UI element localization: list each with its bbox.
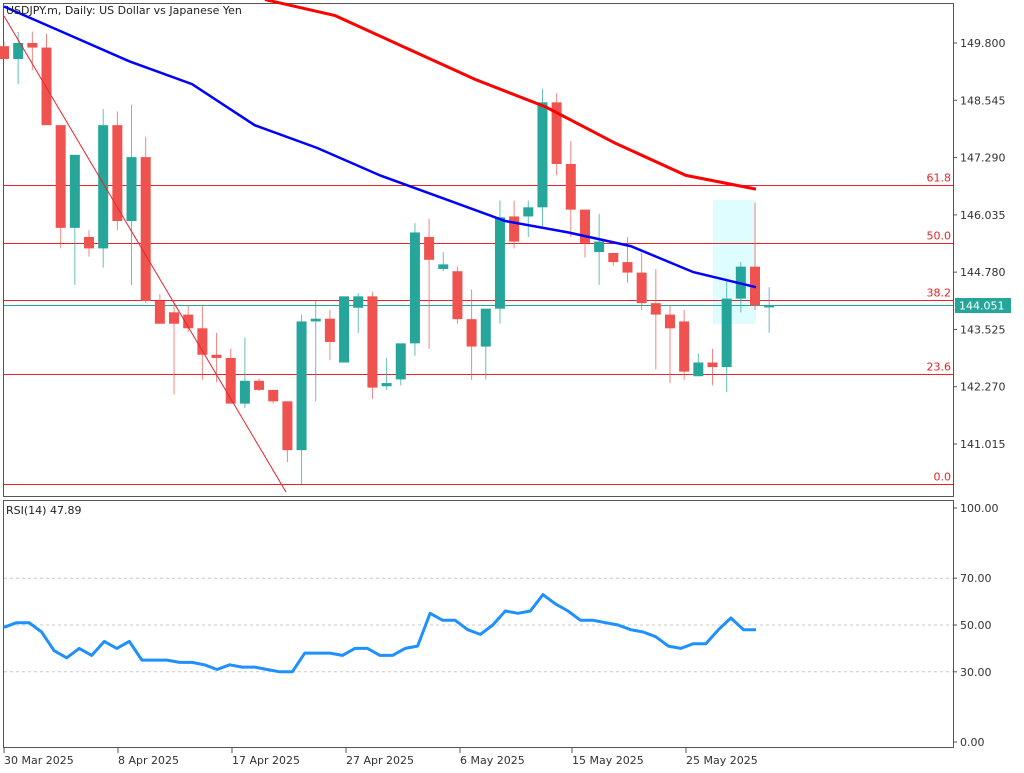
price-tick-label: 146.035 [960, 209, 1006, 222]
svg-text:144.051: 144.051 [959, 300, 1005, 313]
fibonacci-trendline [3, 15, 287, 493]
fib-level-label: 50.0 [927, 230, 952, 243]
price-tick-label: 142.270 [960, 381, 1006, 394]
rsi-axis: 100.00 70.00 50.00 30.00 0.00 [953, 502, 999, 749]
time-tick-label: 17 Apr 2025 [232, 754, 300, 767]
fib-level-label: 23.6 [927, 361, 952, 374]
price-tick-label: 143.525 [960, 323, 1006, 336]
price-tick-label: 148.545 [960, 94, 1006, 107]
rsi-tick-label: 70.00 [960, 572, 992, 585]
time-tick-label: 25 May 2025 [686, 754, 758, 767]
rsi-tick-label: 0.00 [960, 736, 985, 749]
fibonacci-levels: 61.8 50.0 38.2 23.6 0.0 [4, 172, 953, 485]
rsi-line [3, 593, 756, 674]
time-tick-label: 6 May 2025 [460, 754, 525, 767]
time-tick-label: 8 Apr 2025 [118, 754, 179, 767]
rsi-tick-label: 100.00 [960, 502, 999, 515]
rsi-tick-label: 30.00 [960, 666, 992, 679]
fib-level-label: 38.2 [927, 287, 952, 300]
price-axis: 149.800 148.545 147.290 146.035 144.780 143.5… [953, 37, 1006, 451]
time-tick-label: 27 Apr 2025 [346, 754, 414, 767]
candlestick-series [0, 31, 775, 484]
rsi-tick-label: 50.00 [960, 619, 992, 632]
price-tick-label: 141.015 [960, 438, 1006, 451]
time-tick-label: 15 May 2025 [572, 754, 644, 767]
fib-level-label: 61.8 [927, 172, 952, 185]
price-tick-label: 147.290 [960, 152, 1006, 165]
rsi-levels [4, 577, 953, 673]
price-panel[interactable] [3, 3, 954, 497]
fib-level-label: 0.0 [934, 471, 952, 484]
time-axis: 30 Mar 2025 8 Apr 2025 17 Apr 2025 27 Apr 2… [3, 748, 758, 767]
price-tick-label: 144.780 [960, 266, 1006, 279]
rsi-panel[interactable] [3, 500, 954, 748]
rsi-label: RSI(14) 47.89 [6, 504, 81, 517]
current-price-tag: 144.051 [955, 298, 1011, 313]
moving-average-fast [3, 5, 757, 289]
chart-title: USDJPY.m, Daily: US Dollar vs Japanese Y… [6, 4, 242, 17]
moving-average-slow [264, 0, 757, 191]
price-tick-label: 149.800 [960, 37, 1006, 50]
time-tick-label: 30 Mar 2025 [4, 754, 74, 767]
highlight-box [713, 200, 756, 324]
